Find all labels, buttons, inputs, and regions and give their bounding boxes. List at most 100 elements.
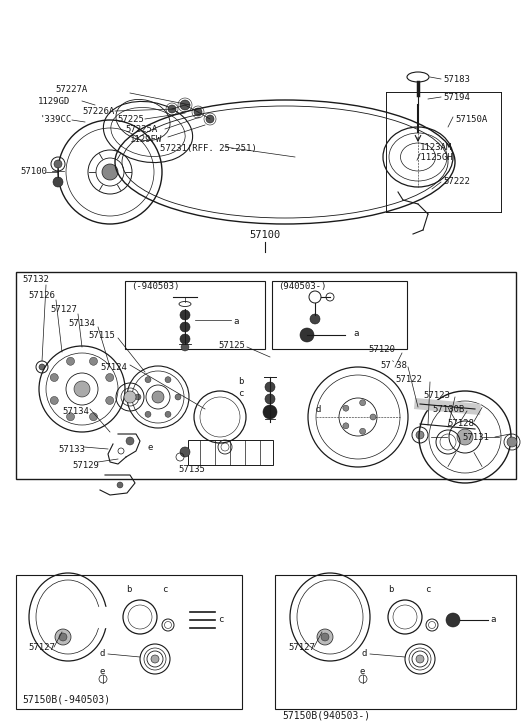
Circle shape: [145, 411, 151, 417]
Text: 57132: 57132: [22, 275, 49, 284]
Text: e: e: [100, 667, 105, 677]
Text: 57126: 57126: [28, 291, 55, 300]
Text: 1129GD: 1129GD: [38, 97, 70, 105]
Text: a: a: [233, 318, 238, 326]
Text: 57227A: 57227A: [55, 84, 87, 94]
Circle shape: [180, 334, 190, 344]
Circle shape: [106, 396, 114, 404]
Circle shape: [180, 447, 190, 457]
Text: 57100: 57100: [250, 230, 280, 240]
Text: a: a: [353, 329, 358, 339]
Circle shape: [165, 377, 171, 382]
Circle shape: [74, 381, 90, 397]
Circle shape: [343, 405, 349, 411]
Circle shape: [180, 100, 190, 110]
Circle shape: [90, 357, 98, 365]
Text: 57127: 57127: [28, 643, 55, 651]
Text: 57183: 57183: [443, 74, 470, 84]
Text: 57133: 57133: [58, 444, 85, 454]
Circle shape: [343, 423, 349, 429]
Circle shape: [181, 343, 189, 351]
Circle shape: [126, 437, 134, 445]
Text: 57135: 57135: [178, 465, 205, 473]
Bar: [16, 575, 242, 709]
Text: 57194: 57194: [443, 92, 470, 102]
Circle shape: [416, 655, 424, 663]
Text: (-940503): (-940503): [131, 283, 179, 292]
Circle shape: [265, 382, 275, 392]
Circle shape: [180, 310, 190, 320]
Text: 57130B: 57130B: [432, 404, 464, 414]
Text: b: b: [388, 585, 393, 593]
Polygon shape: [98, 607, 110, 627]
Bar: [125, 281, 265, 349]
Circle shape: [102, 164, 118, 180]
Text: 57123: 57123: [423, 390, 450, 400]
Text: a: a: [490, 616, 495, 624]
Circle shape: [446, 613, 460, 627]
Circle shape: [135, 394, 141, 400]
Text: d: d: [362, 649, 367, 659]
Circle shape: [54, 160, 62, 168]
Circle shape: [194, 108, 202, 116]
Circle shape: [265, 394, 275, 404]
Text: d: d: [315, 404, 320, 414]
Text: c: c: [238, 390, 243, 398]
Circle shape: [117, 482, 123, 488]
Text: 57150B(940503-): 57150B(940503-): [282, 710, 370, 720]
Text: d: d: [100, 649, 105, 659]
Circle shape: [145, 377, 151, 382]
Text: 57127: 57127: [288, 643, 315, 651]
Circle shape: [39, 364, 45, 370]
Circle shape: [300, 328, 314, 342]
Text: c: c: [425, 585, 430, 593]
Text: 57134: 57134: [62, 408, 89, 417]
Circle shape: [310, 314, 320, 324]
Circle shape: [90, 413, 98, 421]
Text: 57225A: 57225A: [125, 124, 157, 134]
Circle shape: [59, 633, 67, 641]
Text: 57127: 57127: [50, 305, 77, 313]
Circle shape: [66, 357, 74, 365]
Text: 57150B(-940503): 57150B(-940503): [22, 694, 110, 704]
Circle shape: [53, 177, 63, 187]
Circle shape: [321, 633, 329, 641]
Circle shape: [263, 405, 277, 419]
Text: 57122: 57122: [395, 374, 422, 384]
Bar: [275, 575, 516, 709]
Text: e: e: [148, 443, 153, 451]
Text: 57100: 57100: [20, 167, 47, 177]
Text: 57231(RFF. 25-251): 57231(RFF. 25-251): [160, 145, 257, 153]
Text: 57225: 57225: [117, 114, 144, 124]
Text: 57125: 57125: [218, 340, 245, 350]
Circle shape: [206, 115, 214, 123]
Circle shape: [175, 394, 181, 400]
Circle shape: [152, 391, 164, 403]
Text: b: b: [126, 585, 131, 593]
Circle shape: [359, 428, 366, 434]
Bar: [272, 281, 407, 349]
Bar: [16, 272, 516, 479]
Text: b: b: [238, 377, 243, 387]
Text: (940503-): (940503-): [278, 283, 327, 292]
Circle shape: [359, 400, 366, 406]
Circle shape: [55, 629, 71, 645]
Text: 1123AM: 1123AM: [420, 142, 452, 151]
Circle shape: [165, 411, 171, 417]
Text: '339CC: '339CC: [40, 116, 72, 124]
Text: 57134: 57134: [68, 318, 95, 327]
Text: 57128: 57128: [447, 419, 474, 427]
Text: 57222: 57222: [443, 177, 470, 187]
Bar: [188, 440, 273, 465]
Circle shape: [457, 429, 473, 445]
Text: 57129: 57129: [72, 460, 99, 470]
Text: 57131: 57131: [462, 433, 489, 441]
Text: /1125GH: /1125GH: [416, 153, 453, 161]
Circle shape: [370, 414, 376, 420]
Circle shape: [180, 322, 190, 332]
Circle shape: [151, 655, 159, 663]
Text: 57120: 57120: [368, 345, 395, 353]
Text: e: e: [360, 667, 365, 677]
Circle shape: [168, 105, 176, 113]
Circle shape: [416, 431, 424, 439]
